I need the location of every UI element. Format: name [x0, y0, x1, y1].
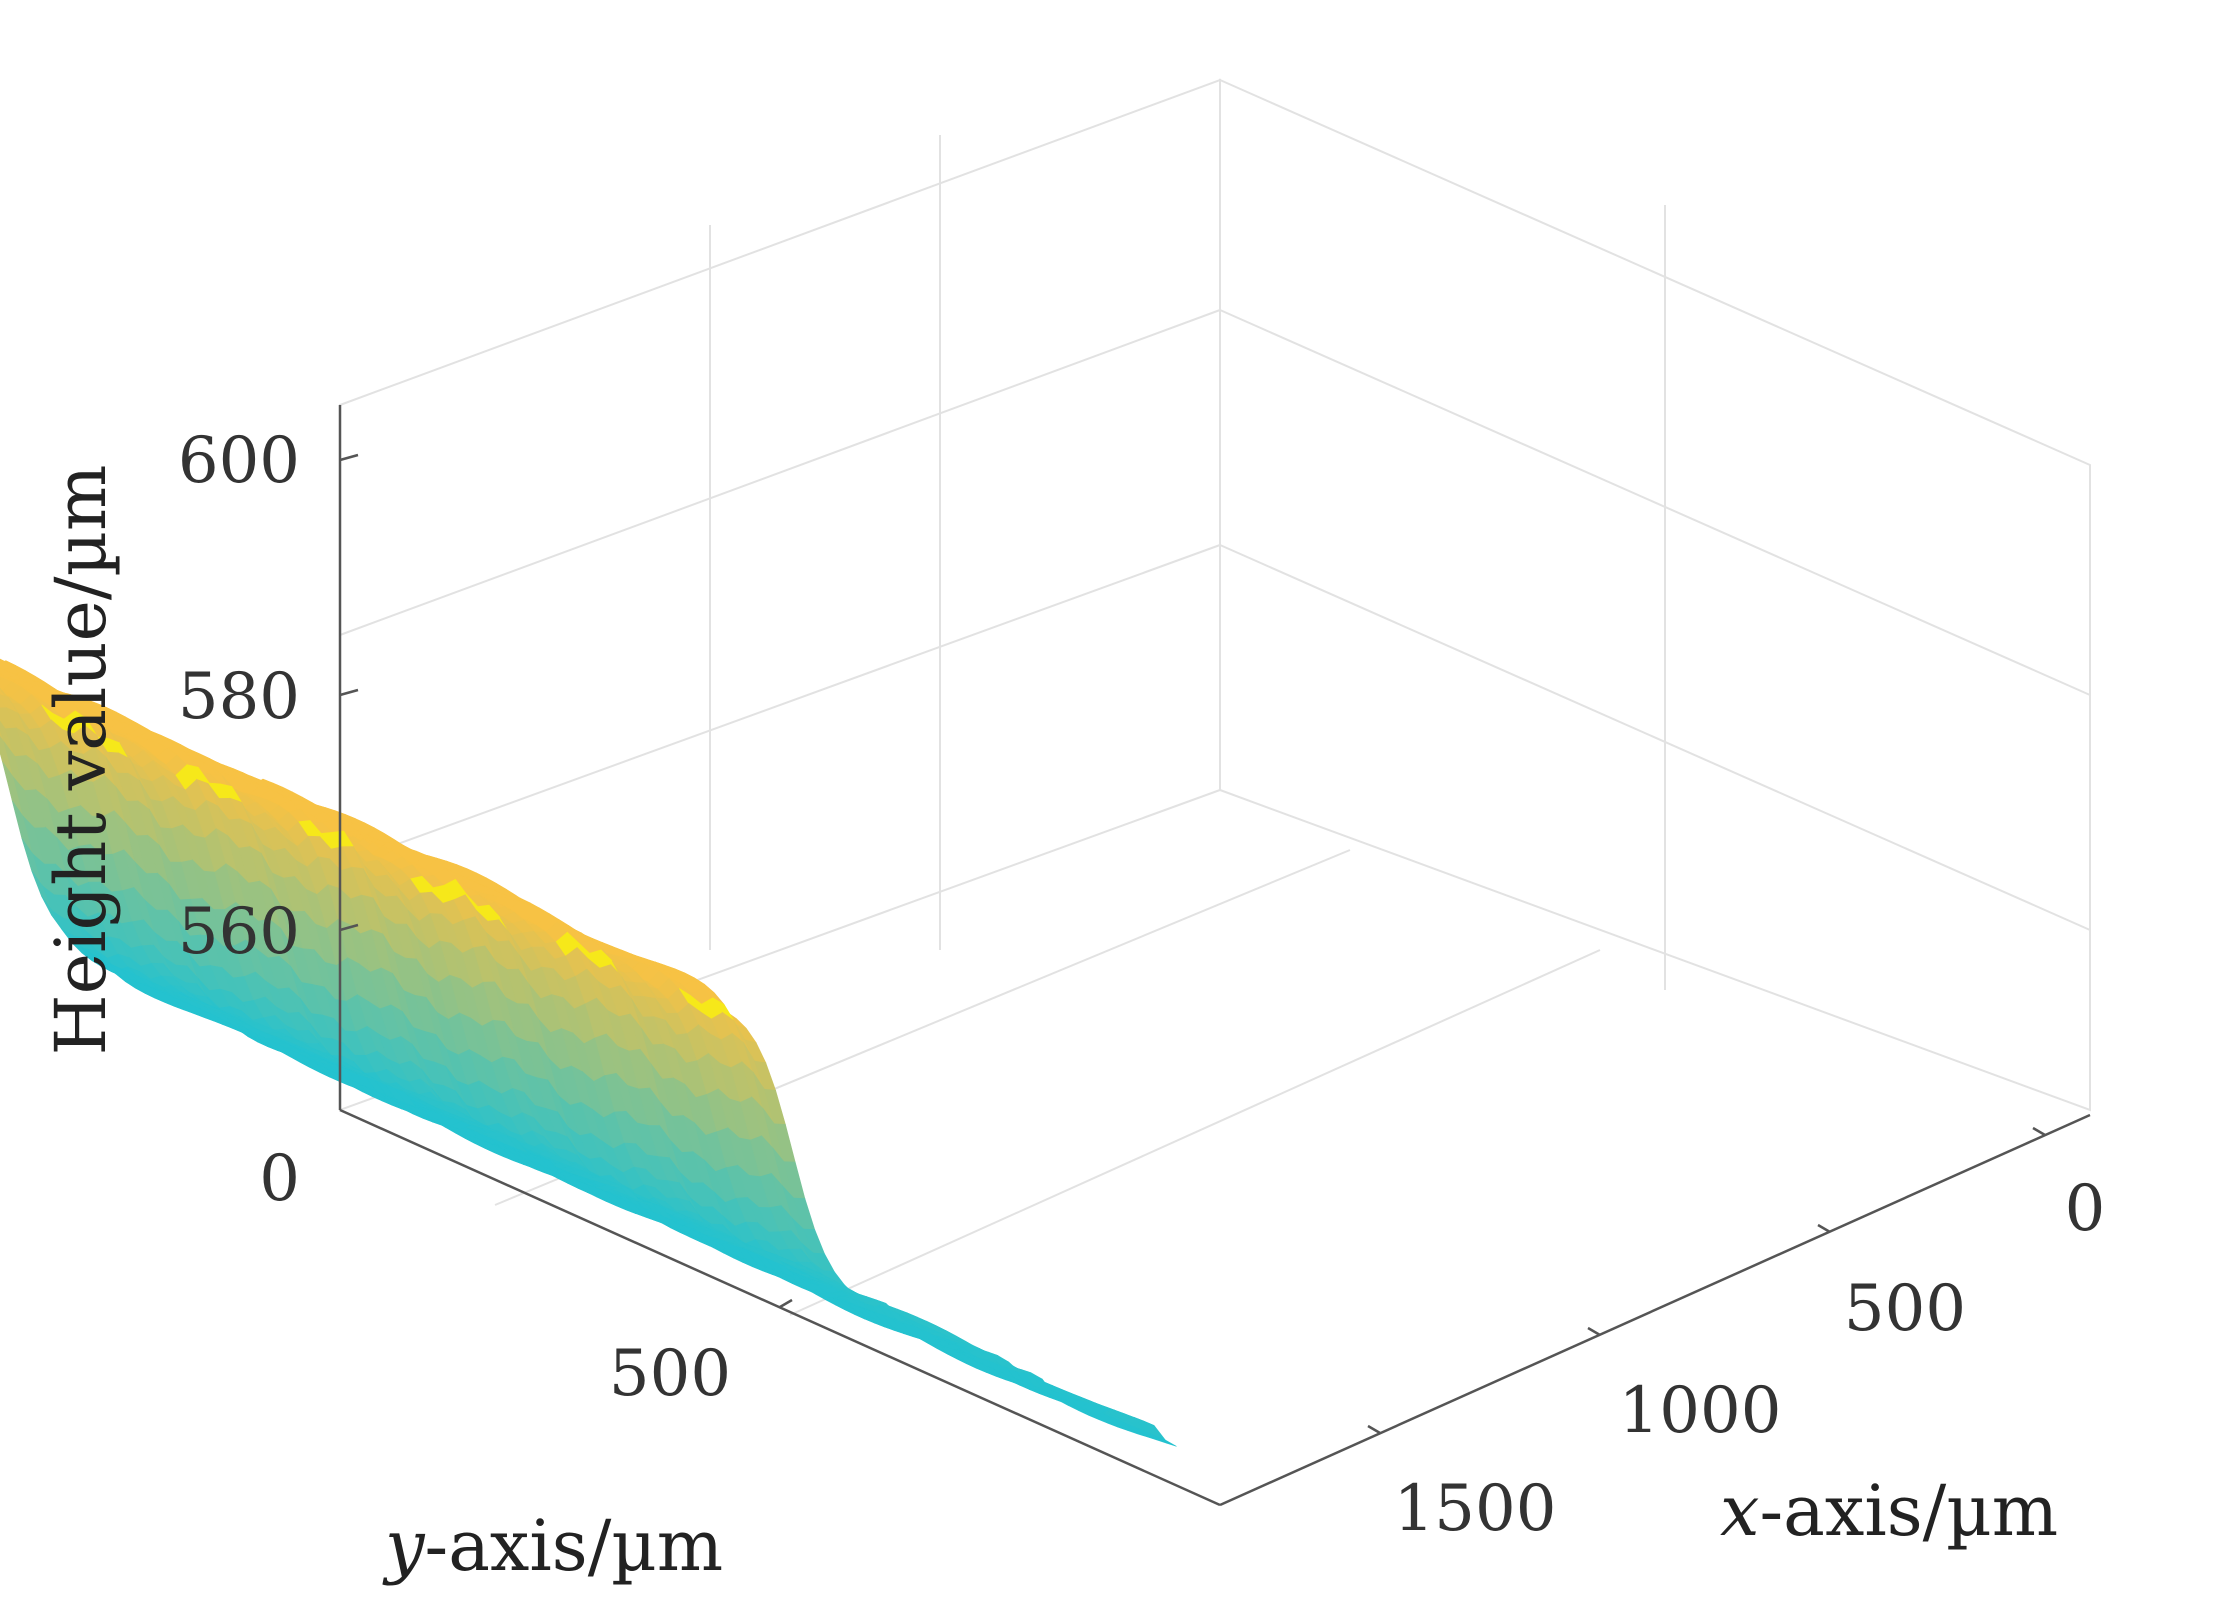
back-grid-line [339, 544, 1221, 866]
back-grid-line [1219, 544, 2091, 931]
floor-grid-line [789, 949, 1601, 1316]
height-surface [0, 658, 1177, 1447]
back-grid-line [1219, 309, 2091, 696]
back-grid-line [339, 309, 1221, 636]
back-wall-right [1219, 78, 2091, 1112]
